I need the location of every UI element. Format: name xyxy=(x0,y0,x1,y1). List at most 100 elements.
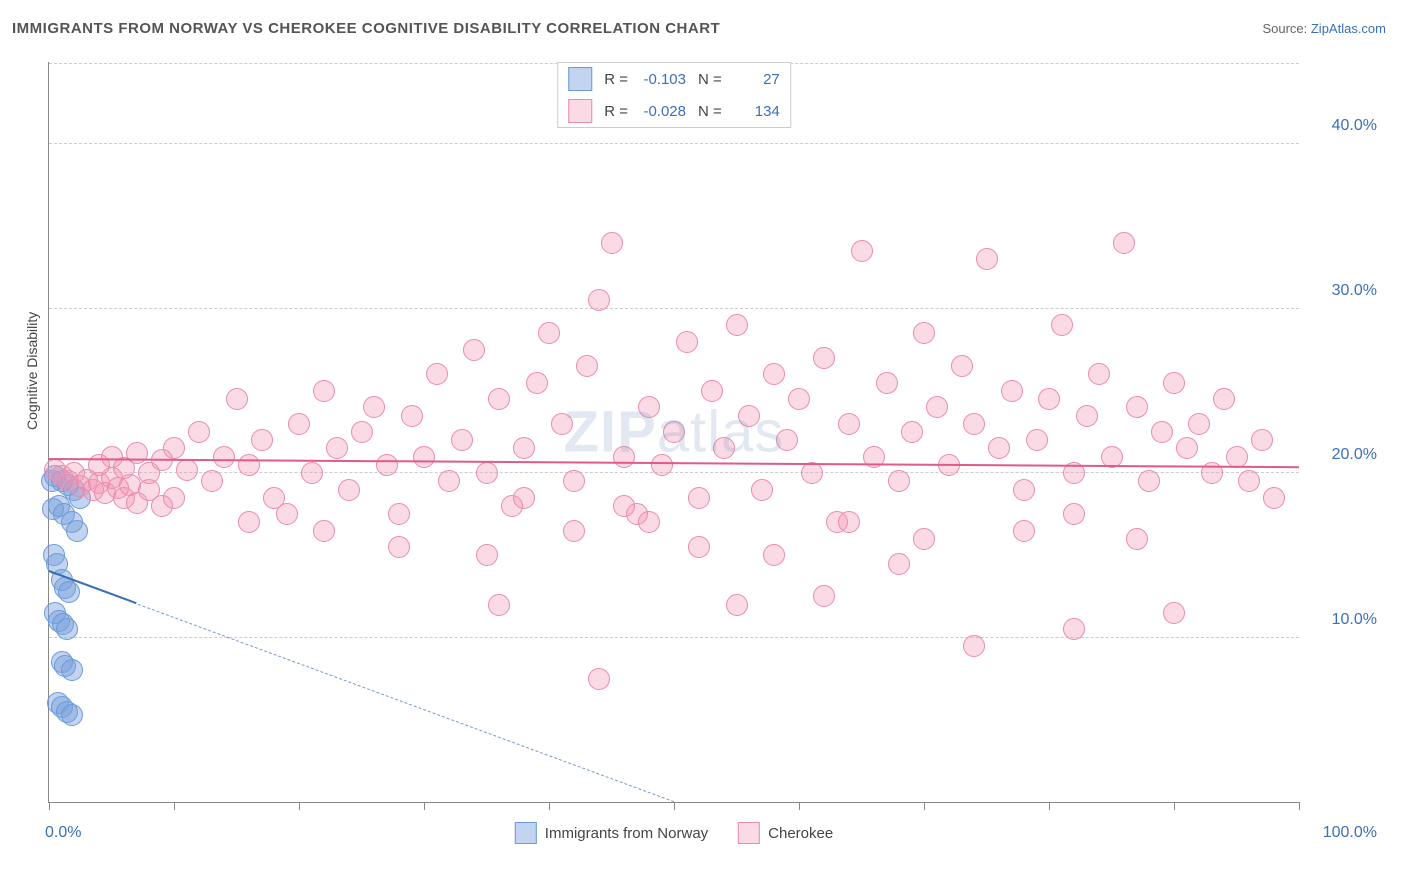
data-point xyxy=(276,503,298,525)
data-point xyxy=(1088,363,1110,385)
data-point xyxy=(1163,602,1185,624)
x-tick xyxy=(424,802,425,810)
r-value: -0.028 xyxy=(636,103,686,120)
data-point xyxy=(913,528,935,550)
legend-label: Immigrants from Norway xyxy=(545,825,708,842)
data-point xyxy=(251,429,273,451)
data-point xyxy=(988,437,1010,459)
x-tick xyxy=(1174,802,1175,810)
data-point xyxy=(1001,380,1023,402)
data-point xyxy=(66,520,88,542)
data-point xyxy=(1126,528,1148,550)
data-point xyxy=(1263,487,1285,509)
data-point xyxy=(588,668,610,690)
data-point xyxy=(913,322,935,344)
data-point xyxy=(688,487,710,509)
data-point xyxy=(651,454,673,476)
x-tick xyxy=(49,802,50,810)
data-point xyxy=(763,544,785,566)
data-point xyxy=(1138,470,1160,492)
n-value: 134 xyxy=(730,103,780,120)
x-tick xyxy=(674,802,675,810)
data-point xyxy=(1051,314,1073,336)
gridline xyxy=(49,472,1299,473)
legend-swatch xyxy=(738,822,760,844)
data-point xyxy=(738,405,760,427)
data-point xyxy=(526,372,548,394)
data-point xyxy=(976,248,998,270)
data-point xyxy=(776,429,798,451)
data-point xyxy=(551,413,573,435)
data-point xyxy=(188,421,210,443)
y-axis-title: Cognitive Disability xyxy=(24,312,40,430)
legend-swatch xyxy=(568,67,592,91)
data-point xyxy=(951,355,973,377)
data-point xyxy=(1213,388,1235,410)
data-point xyxy=(1126,396,1148,418)
data-point xyxy=(926,396,948,418)
y-tick-label: 40.0% xyxy=(1307,117,1377,135)
data-point xyxy=(1226,446,1248,468)
data-point xyxy=(1113,232,1135,254)
x-axis-max-label: 100.0% xyxy=(1323,824,1377,842)
source-attribution: Source: ZipAtlas.com xyxy=(1262,21,1386,36)
data-point xyxy=(476,462,498,484)
data-point xyxy=(901,421,923,443)
data-point xyxy=(451,429,473,451)
data-point xyxy=(176,459,198,481)
r-value: -0.103 xyxy=(636,71,686,88)
data-point xyxy=(1038,388,1060,410)
data-point xyxy=(688,536,710,558)
x-tick xyxy=(299,802,300,810)
n-label: N = xyxy=(698,71,722,88)
data-point xyxy=(813,585,835,607)
r-label: R = xyxy=(604,103,628,120)
data-point xyxy=(376,454,398,476)
gridline xyxy=(49,308,1299,309)
data-point xyxy=(238,454,260,476)
data-point xyxy=(1188,413,1210,435)
legend-item: Cherokee xyxy=(738,822,833,844)
data-point xyxy=(488,388,510,410)
data-point xyxy=(58,581,80,603)
data-point xyxy=(676,331,698,353)
data-point xyxy=(326,437,348,459)
legend-swatch xyxy=(568,99,592,123)
series-legend: Immigrants from Norway Cherokee xyxy=(515,822,833,844)
data-point xyxy=(1251,429,1273,451)
data-point xyxy=(438,470,460,492)
data-point xyxy=(726,594,748,616)
data-point xyxy=(888,553,910,575)
data-point xyxy=(538,322,560,344)
data-point xyxy=(788,388,810,410)
data-point xyxy=(301,462,323,484)
data-point xyxy=(838,413,860,435)
gridline xyxy=(49,637,1299,638)
legend-row: R =-0.103N =27 xyxy=(558,63,790,95)
data-point xyxy=(56,618,78,640)
data-point xyxy=(1063,503,1085,525)
data-point xyxy=(588,289,610,311)
legend-row: R =-0.028N =134 xyxy=(558,95,790,127)
source-link[interactable]: ZipAtlas.com xyxy=(1311,21,1386,36)
data-point xyxy=(663,421,685,443)
data-point xyxy=(1176,437,1198,459)
data-point xyxy=(701,380,723,402)
data-point xyxy=(713,437,735,459)
data-point xyxy=(751,479,773,501)
data-point xyxy=(363,396,385,418)
data-point xyxy=(601,232,623,254)
data-point xyxy=(1013,479,1035,501)
data-point xyxy=(888,470,910,492)
data-point xyxy=(613,446,635,468)
x-tick xyxy=(174,802,175,810)
data-point xyxy=(638,396,660,418)
chart-title: IMMIGRANTS FROM NORWAY VS CHEROKEE COGNI… xyxy=(12,20,720,37)
r-label: R = xyxy=(604,71,628,88)
data-point xyxy=(213,446,235,468)
data-point xyxy=(351,421,373,443)
data-point xyxy=(163,437,185,459)
data-point xyxy=(1076,405,1098,427)
data-point xyxy=(1026,429,1048,451)
scatter-chart: ZIPatlas R =-0.103N =27R =-0.028N =134 I… xyxy=(48,62,1299,803)
